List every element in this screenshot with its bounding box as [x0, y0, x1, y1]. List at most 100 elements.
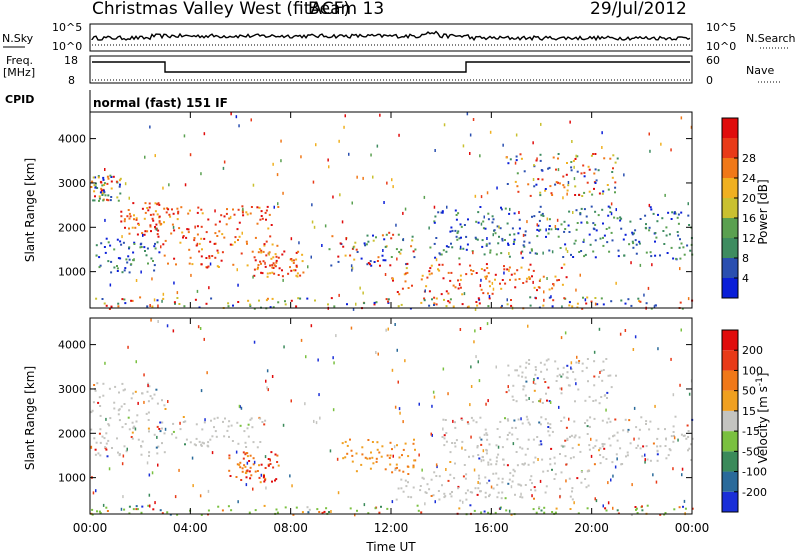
data-cell — [238, 404, 241, 408]
data-cell — [486, 438, 489, 441]
data-cell — [105, 448, 108, 451]
data-cell — [593, 350, 596, 354]
data-cell — [152, 260, 154, 262]
data-cell — [119, 177, 122, 180]
data-cell — [557, 168, 560, 172]
data-cell — [459, 247, 462, 250]
data-cell — [269, 463, 272, 465]
data-cell — [495, 472, 498, 475]
data-cell — [538, 421, 541, 424]
data-cell — [562, 256, 565, 258]
data-cell — [246, 264, 249, 267]
data-cell — [330, 510, 332, 513]
data-cell — [576, 155, 579, 158]
data-cell — [366, 457, 369, 460]
data-cell — [365, 243, 368, 246]
data-cell — [683, 499, 686, 503]
data-cell — [513, 240, 516, 243]
data-cell — [607, 417, 610, 420]
data-cell — [153, 433, 156, 436]
data-cell — [600, 369, 603, 372]
data-cell — [169, 215, 172, 218]
data-cell — [200, 444, 203, 447]
data-cell — [540, 370, 543, 373]
data-cell — [551, 250, 554, 254]
data-cell — [117, 257, 120, 260]
data-cell — [213, 417, 216, 420]
data-cell — [487, 212, 490, 215]
data-cell — [117, 413, 120, 416]
data-cell — [238, 235, 241, 238]
data-cell — [563, 230, 566, 233]
data-cell — [203, 337, 205, 341]
data-cell — [159, 421, 162, 424]
data-cell — [263, 243, 266, 246]
data-cell — [116, 270, 119, 272]
data-cell — [428, 226, 430, 230]
data-cell — [460, 236, 462, 239]
data-cell — [506, 222, 509, 225]
data-cell — [666, 252, 669, 254]
data-cell — [511, 395, 514, 398]
data-cell — [103, 302, 106, 305]
data-cell — [440, 253, 443, 256]
data-cell — [268, 251, 271, 254]
data-cell — [574, 158, 577, 160]
data-cell — [680, 211, 683, 214]
data-cell — [173, 301, 176, 304]
data-cell — [249, 454, 252, 457]
data-cell — [267, 458, 270, 460]
data-cell — [119, 183, 121, 186]
data-cell — [465, 248, 468, 251]
data-cell — [124, 423, 127, 425]
data-cell — [193, 239, 196, 242]
colorbar-frame — [721, 117, 739, 299]
data-cell — [147, 411, 150, 414]
data-cell — [367, 512, 370, 515]
data-cell — [110, 260, 113, 263]
data-cell — [239, 461, 242, 464]
data-cell — [267, 463, 270, 466]
data-cell — [387, 301, 390, 304]
data-cell — [307, 265, 309, 269]
data-cell — [228, 454, 231, 457]
data-cell — [524, 230, 527, 233]
data-cell — [275, 259, 278, 262]
data-cell — [554, 228, 557, 230]
data-cell — [362, 176, 364, 180]
data-cell — [571, 487, 574, 490]
data-cell — [269, 272, 272, 275]
data-cell — [271, 271, 274, 274]
data-cell — [246, 427, 249, 430]
data-cell — [508, 212, 511, 215]
data-cell — [500, 252, 503, 255]
data-cell — [548, 218, 551, 221]
data-cell — [487, 511, 490, 514]
data-cell — [360, 463, 363, 466]
data-cell — [338, 293, 340, 297]
data-cell — [483, 433, 486, 436]
data-cell — [172, 329, 175, 333]
data-cell — [602, 244, 605, 247]
data-cell — [417, 509, 420, 512]
data-cell — [553, 456, 556, 459]
data-cell — [538, 443, 541, 446]
data-cell — [508, 509, 511, 513]
data-cell — [508, 478, 511, 481]
data-cell — [493, 229, 496, 232]
data-cell — [291, 259, 294, 262]
data-cell — [351, 201, 353, 205]
data-cell — [133, 243, 136, 245]
data-cell — [135, 505, 138, 508]
data-cell — [536, 289, 538, 292]
data-cell — [539, 479, 542, 483]
data-cell — [597, 214, 600, 217]
data-cell — [527, 421, 530, 424]
data-cell — [267, 388, 269, 392]
data-cell — [246, 455, 249, 458]
data-cell — [443, 444, 446, 447]
data-cell — [479, 206, 482, 208]
data-cell — [310, 255, 312, 259]
data-cell — [515, 159, 518, 162]
data-cell — [393, 445, 396, 449]
